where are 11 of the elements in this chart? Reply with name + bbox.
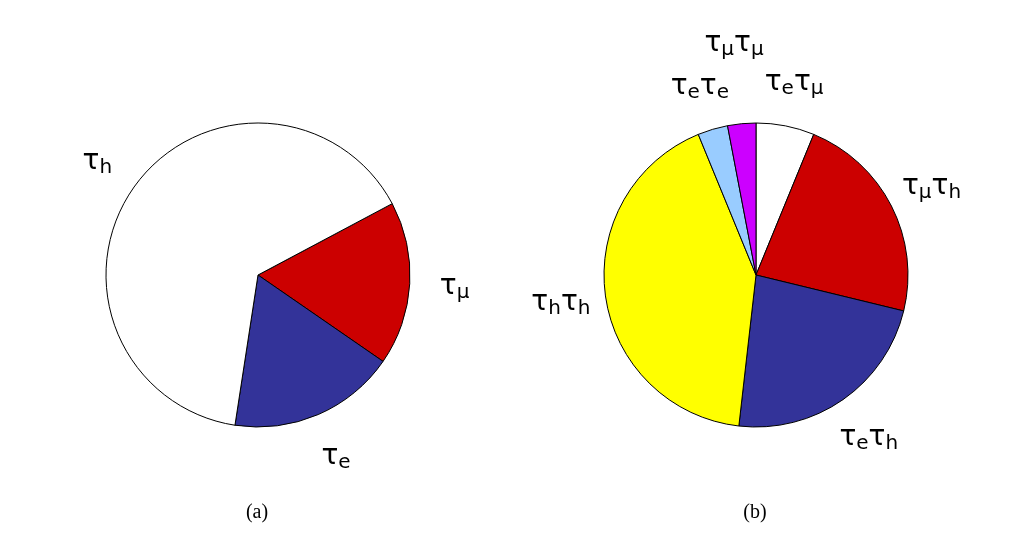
slice-label: τ$_{μ}$τ$_{h}$: [901, 167, 962, 203]
text: (b): [742, 500, 768, 523]
text: (a): [244, 500, 270, 523]
slice-label: τ$_{e}$τ$_{μ}$: [764, 63, 824, 99]
slice-label: τ$_{e}$: [321, 437, 351, 473]
slice-label: τ$_{μ}$τ$_{μ}$: [704, 25, 764, 60]
slice-label: τ$_{μ}$: [439, 268, 470, 303]
slice-label: τ$_{h}$: [82, 142, 113, 178]
slice-label: τ$_{h}$τ$_{h}$: [531, 284, 591, 319]
slice-label: τ$_{e}$τ$_{e}$: [670, 68, 730, 103]
slice-label: τ$_{e}$τ$_{h}$: [839, 418, 899, 454]
